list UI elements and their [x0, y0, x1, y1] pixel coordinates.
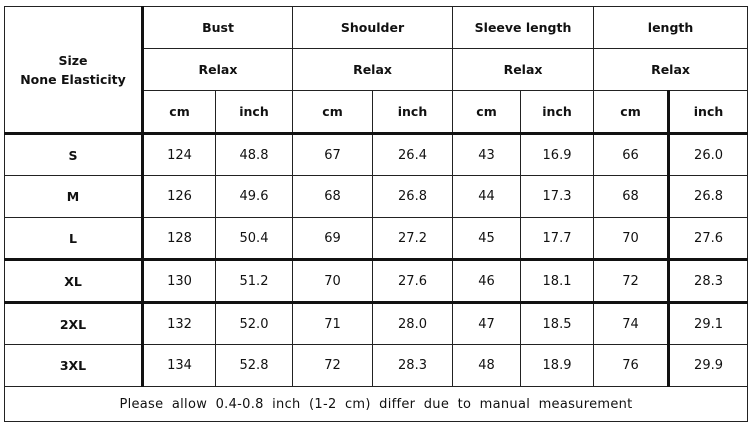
unit-header-cm: cm	[452, 90, 522, 135]
value-cell: 51.2	[215, 259, 293, 304]
value-cell: 128	[141, 217, 216, 261]
value-cell: 52.0	[215, 302, 293, 345]
header-row-fit: Relax Relax Relax Relax	[5, 48, 749, 91]
note-row: Please allow 0.4-0.8 inch (1-2 cm) diffe…	[3, 386, 749, 422]
value-cell: 47	[452, 302, 522, 345]
value-cell: 46	[452, 259, 522, 304]
value-cell: 27.2	[371, 217, 454, 261]
value-cell: 17.7	[520, 217, 595, 261]
value-cell: 27.6	[667, 217, 749, 261]
value-cell: 18.9	[520, 344, 595, 387]
table-row: S 124 48.8 67 26.4 43 16.9 66 26.0	[4, 133, 749, 176]
value-cell: 130	[141, 259, 216, 304]
value-cell: 48.8	[215, 133, 293, 176]
value-cell: 29.9	[667, 344, 749, 387]
table-row: 2XL 132 52.0 71 28.0 47 18.5 74 29.1	[4, 302, 749, 345]
value-cell: 28.0	[371, 302, 454, 345]
size-header-cell: Size None Elasticity	[4, 6, 143, 135]
table-row: XL 130 51.2 70 27.6 46 18.1 72 28.3	[4, 259, 749, 304]
unit-header-inch: inch	[215, 90, 293, 135]
elasticity-label: None Elasticity	[20, 71, 126, 87]
value-cell: 76	[593, 344, 670, 387]
value-cell: 126	[141, 175, 216, 218]
header-row-groups: Size None Elasticity Bust Shoulder Sleev…	[4, 6, 749, 135]
size-cell: XL	[4, 259, 143, 304]
value-cell: 43	[452, 133, 522, 176]
value-cell: 50.4	[215, 217, 293, 261]
group-header-bust: Bust	[141, 6, 293, 49]
size-cell: 2XL	[4, 302, 143, 345]
value-cell: 26.0	[667, 133, 749, 176]
value-cell: 16.9	[520, 133, 595, 176]
value-cell: 17.3	[520, 175, 595, 218]
group-header-sleeve-length: Sleeve length	[452, 6, 595, 49]
value-cell: 26.8	[371, 175, 454, 218]
value-cell: 68	[593, 175, 670, 218]
value-cell: 70	[292, 259, 373, 304]
header-row-units: cm inch cm inch cm inch cm inch	[5, 90, 749, 135]
size-chart-table: Size None Elasticity Bust Shoulder Sleev…	[3, 6, 749, 422]
value-cell: 27.6	[371, 259, 454, 304]
value-cell: 70	[593, 217, 670, 261]
size-label: Size	[58, 52, 88, 68]
value-cell: 68	[292, 175, 373, 218]
value-cell: 134	[141, 344, 216, 387]
size-cell: 3XL	[4, 344, 143, 387]
measurement-note: Please allow 0.4-0.8 inch (1-2 cm) diffe…	[3, 386, 749, 422]
table-row: 3XL 134 52.8 72 28.3 48 18.9 76 29.9	[4, 344, 749, 387]
value-cell: 26.8	[667, 175, 749, 218]
value-cell: 26.4	[371, 133, 454, 176]
fit-sleeve-length: Relax	[452, 48, 595, 91]
value-cell: 28.3	[371, 344, 454, 387]
fit-length: Relax	[593, 48, 749, 91]
value-cell: 49.6	[215, 175, 293, 218]
unit-header-inch: inch	[520, 90, 595, 135]
value-cell: 18.5	[520, 302, 595, 345]
value-cell: 66	[593, 133, 670, 176]
value-cell: 74	[593, 302, 670, 345]
value-cell: 28.3	[667, 259, 749, 304]
fit-shoulder: Relax	[291, 48, 454, 91]
size-cell: S	[4, 133, 143, 176]
group-header-shoulder: Shoulder	[291, 6, 454, 49]
group-header-length: length	[593, 6, 749, 49]
value-cell: 72	[292, 344, 373, 387]
unit-header-inch: inch	[667, 90, 749, 135]
value-cell: 69	[292, 217, 373, 261]
value-cell: 67	[292, 133, 373, 176]
unit-header-cm: cm	[292, 90, 373, 135]
value-cell: 29.1	[667, 302, 749, 345]
table-row: M 126 49.6 68 26.8 44 17.3 68 26.8	[4, 175, 749, 218]
value-cell: 132	[141, 302, 216, 345]
size-cell: M	[4, 175, 143, 218]
unit-header-cm: cm	[593, 90, 670, 135]
value-cell: 18.1	[520, 259, 595, 304]
unit-header-inch: inch	[371, 90, 454, 135]
fit-bust: Relax	[141, 48, 293, 91]
value-cell: 72	[593, 259, 670, 304]
unit-header-cm: cm	[141, 90, 216, 135]
table-row: L 128 50.4 69 27.2 45 17.7 70 27.6	[4, 217, 749, 261]
value-cell: 48	[452, 344, 522, 387]
value-cell: 71	[292, 302, 373, 345]
value-cell: 52.8	[215, 344, 293, 387]
value-cell: 124	[141, 133, 216, 176]
value-cell: 45	[452, 217, 522, 261]
value-cell: 44	[452, 175, 522, 218]
size-cell: L	[4, 217, 143, 261]
